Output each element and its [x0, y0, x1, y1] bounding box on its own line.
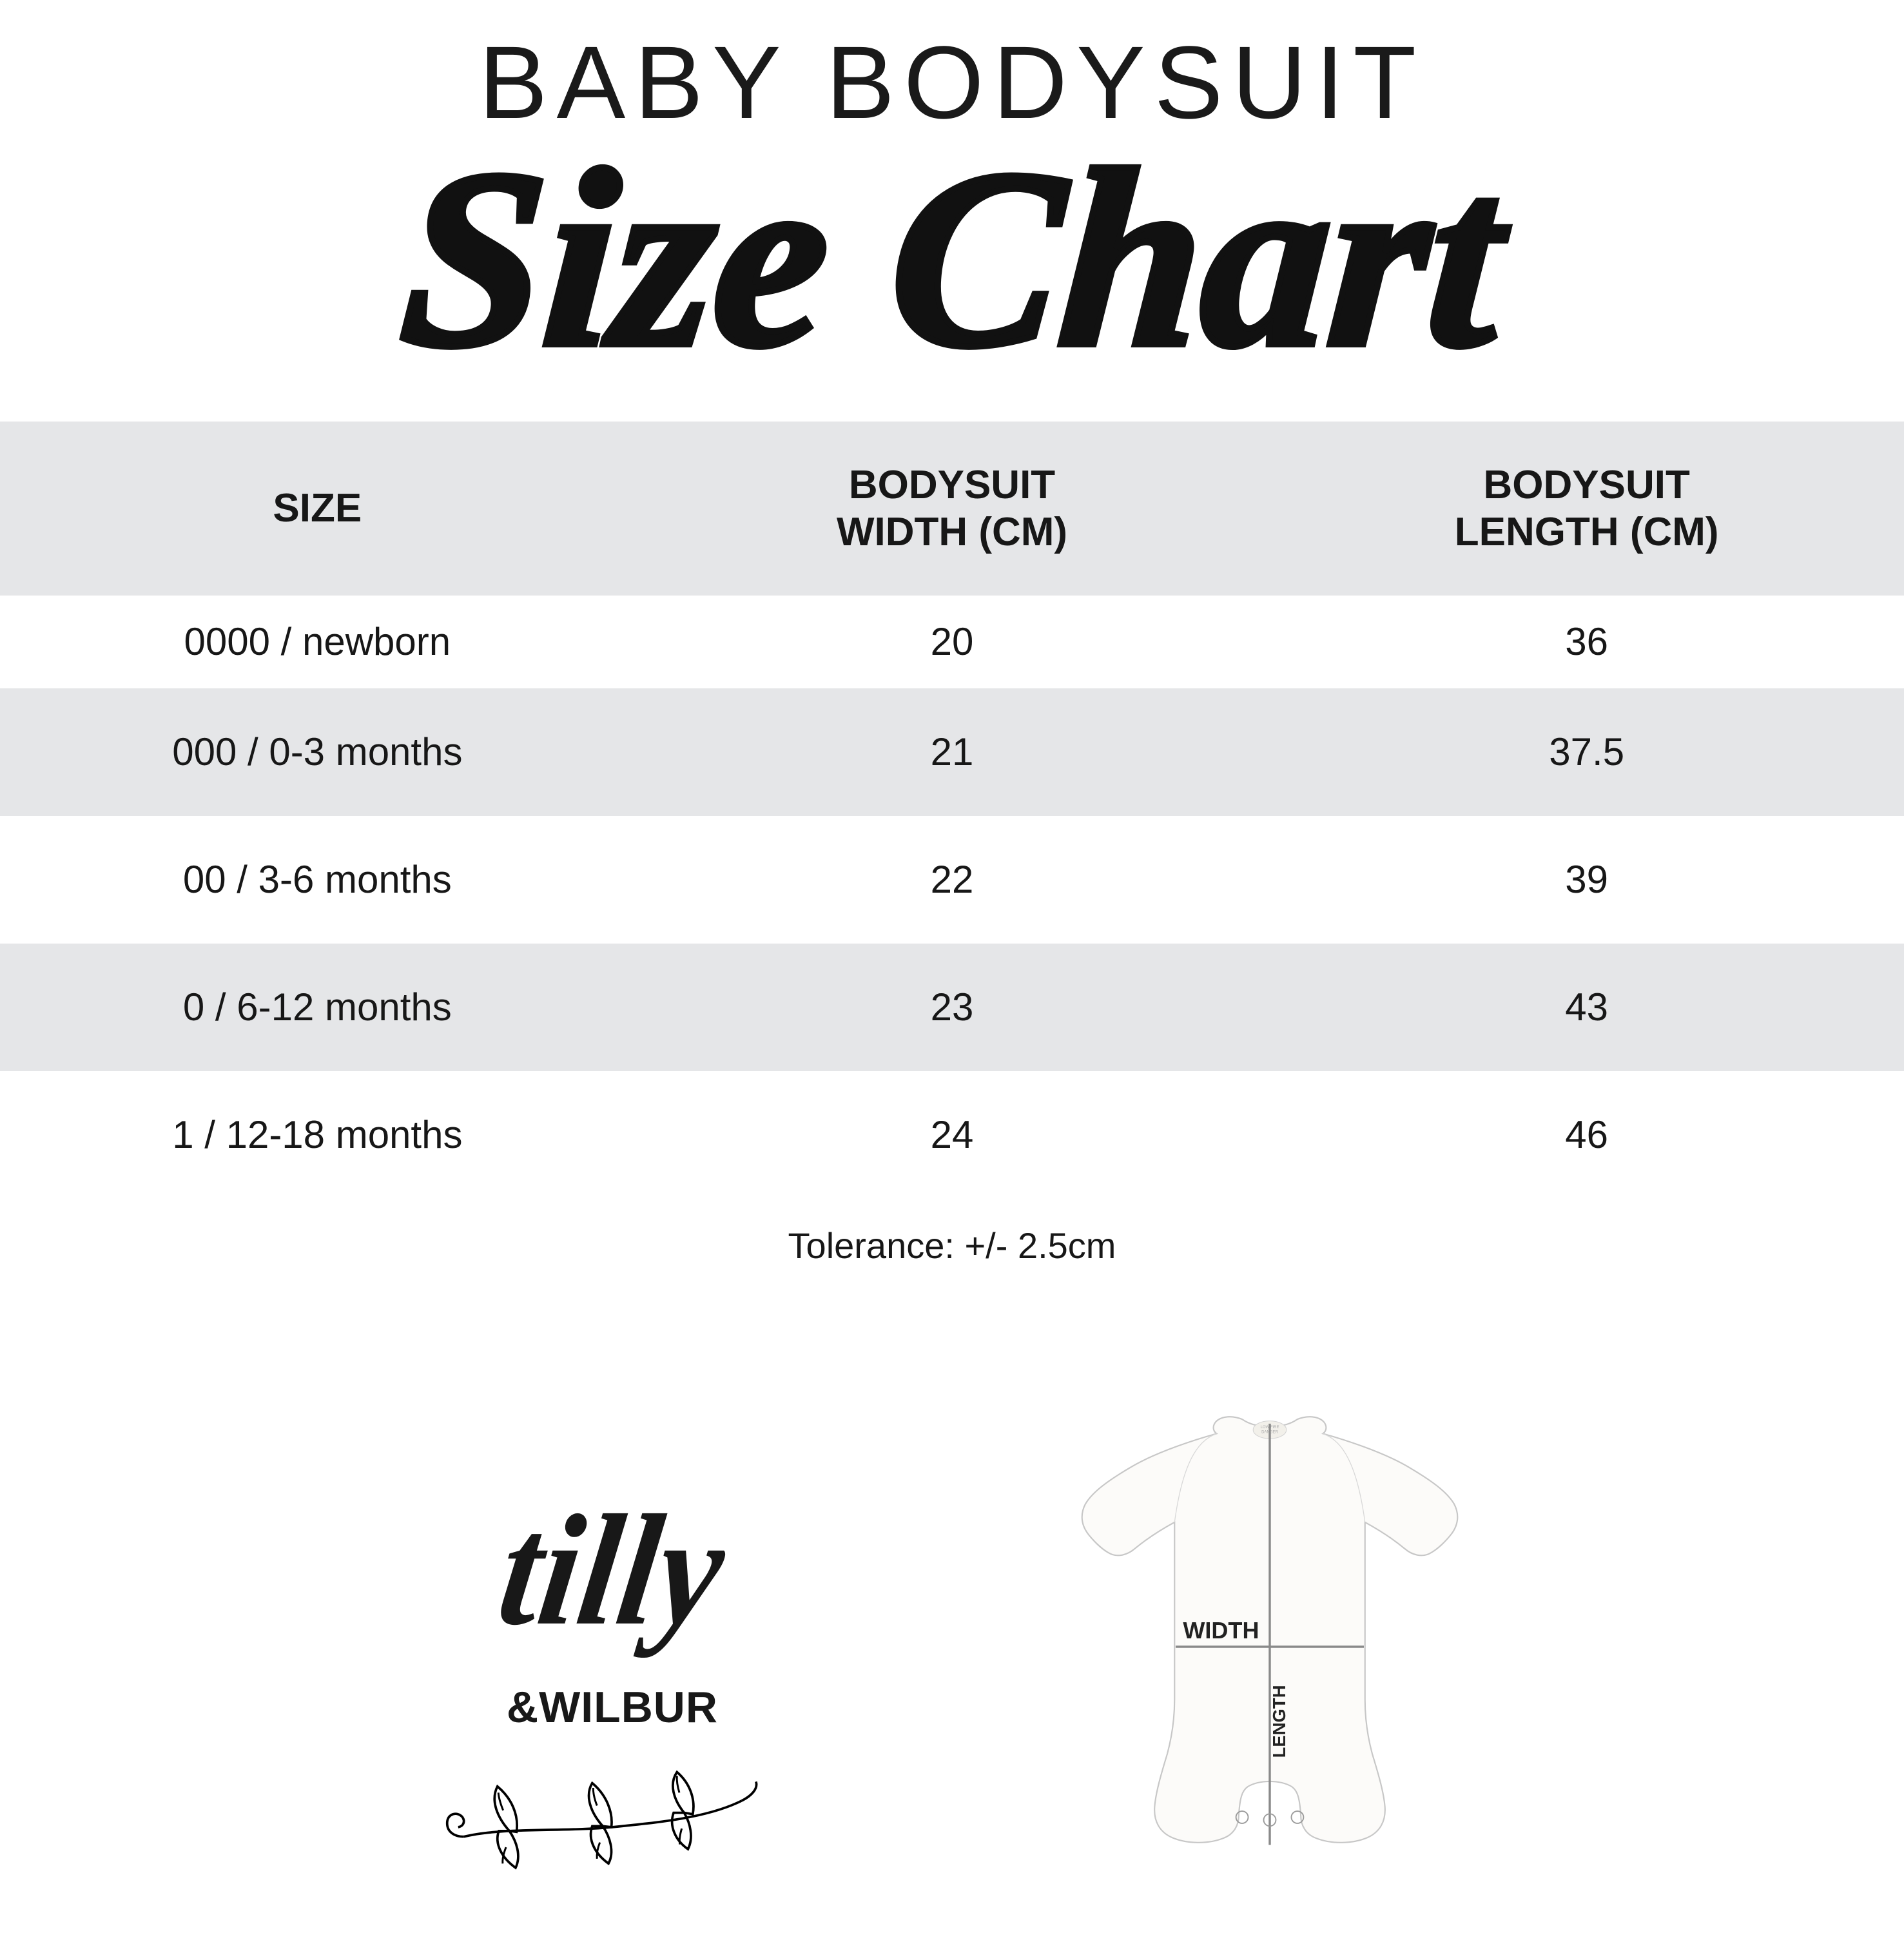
svg-text:LENGTH: LENGTH — [1269, 1685, 1289, 1758]
svg-text:WIDTH: WIDTH — [1183, 1617, 1259, 1644]
